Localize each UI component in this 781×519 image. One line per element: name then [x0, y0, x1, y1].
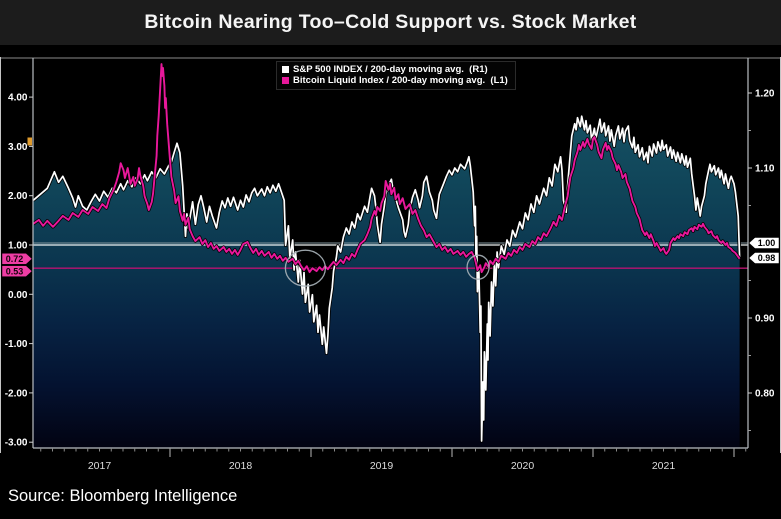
sp500-area-fill [33, 116, 740, 448]
svg-text:-3.00: -3.00 [5, 438, 28, 449]
price-badge-0.53: 0.53 [1, 265, 33, 277]
legend-item-sp500[interactable]: S&P 500 INDEX / 200-day moving avg. (R1) [282, 64, 508, 75]
legend-label-bitcoin: Bitcoin Liquid Index / 200-day moving av… [293, 75, 508, 86]
svg-text:4.00: 4.00 [8, 93, 28, 104]
svg-text:0.53: 0.53 [6, 266, 24, 276]
annotation-circle-2 [466, 254, 490, 280]
svg-text:2019: 2019 [370, 460, 394, 472]
svg-text:1.20: 1.20 [755, 89, 775, 100]
svg-text:0.00: 0.00 [8, 290, 28, 301]
svg-text:2018: 2018 [229, 460, 253, 472]
price-badge-0.98: 0.98 [748, 252, 780, 264]
svg-text:3.00: 3.00 [8, 142, 28, 153]
btc-series-line [32, 63, 741, 274]
left-axis: 4.00 3.00 2.00 1.00 0.00 -1.00 -2.00 -3.00 [5, 93, 33, 449]
source-text: Source: Bloomberg Intelligence [8, 487, 238, 505]
price-badge-0.72: 0.72 [1, 253, 33, 265]
svg-text:1.00: 1.00 [758, 238, 776, 248]
svg-text:0.90: 0.90 [755, 314, 775, 325]
title-divider [0, 57, 781, 59]
chart-title-bar: Bitcoin Nearing Too–Cold Support vs. Sto… [0, 0, 781, 45]
svg-text:2021: 2021 [652, 460, 676, 472]
legend-item-bitcoin[interactable]: Bitcoin Liquid Index / 200-day moving av… [282, 75, 508, 86]
right-axis: 1.20 1.10 0.90 0.80 [748, 89, 775, 431]
svg-text:2020: 2020 [511, 460, 535, 472]
svg-text:2.00: 2.00 [8, 191, 28, 202]
svg-text:2017: 2017 [88, 460, 112, 472]
legend-label-sp500: S&P 500 INDEX / 200-day moving avg. (R1) [293, 64, 488, 75]
chart-title: Bitcoin Nearing Too–Cold Support vs. Sto… [144, 11, 637, 33]
bitcoin-swatch-icon [282, 77, 289, 84]
sp500-series-line [32, 115, 741, 442]
x-axis: 2017 2018 2019 2020 2021 [40, 448, 747, 472]
svg-text:0.98: 0.98 [758, 253, 776, 263]
svg-text:-2.00: -2.00 [5, 388, 28, 399]
axis-alert-marker [27, 137, 32, 146]
svg-text:-1.00: -1.00 [5, 339, 28, 350]
svg-text:1.00: 1.00 [8, 241, 28, 252]
svg-text:1.10: 1.10 [755, 164, 775, 175]
annotation-circle-1 [284, 249, 327, 287]
svg-text:0.72: 0.72 [6, 254, 24, 264]
svg-text:0.80: 0.80 [755, 389, 775, 400]
sp500-swatch-icon [282, 66, 289, 73]
price-badge-1.00: 1.00 [748, 237, 780, 249]
chart-legend: S&P 500 INDEX / 200-day moving avg. (R1)… [276, 61, 516, 90]
plot-frame [32, 58, 749, 449]
